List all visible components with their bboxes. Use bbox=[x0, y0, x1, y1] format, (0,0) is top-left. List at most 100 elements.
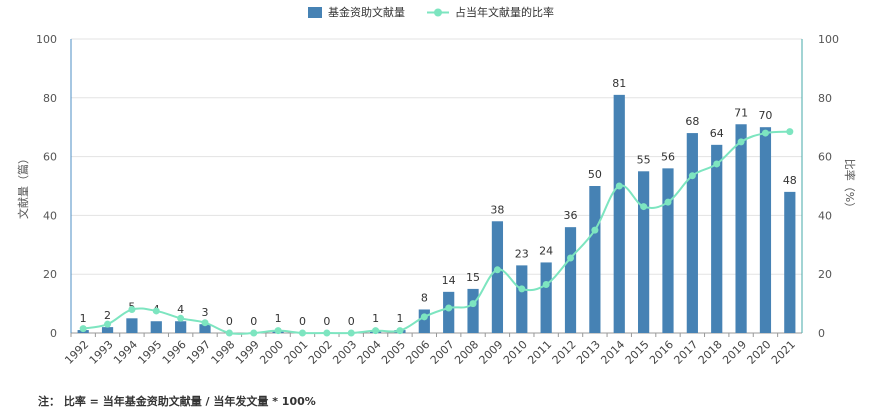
x-tick-label: 2016 bbox=[647, 338, 676, 367]
bar-value-label: 81 bbox=[612, 77, 626, 90]
bar-value-label: 0 bbox=[323, 315, 330, 328]
bar-value-label: 1 bbox=[80, 312, 87, 325]
y2-tick-label: 60 bbox=[818, 151, 832, 164]
bar-value-label: 1 bbox=[372, 312, 379, 325]
legend-line-label: 占当年文献量的比率 bbox=[455, 5, 554, 19]
x-tick-label: 1999 bbox=[233, 338, 262, 367]
bar-value-label: 68 bbox=[685, 115, 699, 128]
bar bbox=[199, 324, 211, 333]
x-tick-label: 2020 bbox=[745, 338, 774, 367]
bar bbox=[589, 186, 601, 333]
ratio-point bbox=[347, 329, 355, 337]
ratio-point bbox=[786, 128, 794, 136]
x-tick-label: 2002 bbox=[306, 338, 335, 367]
ratio-point bbox=[445, 304, 453, 312]
bar bbox=[175, 321, 187, 333]
x-tick-label: 1993 bbox=[87, 338, 116, 367]
bar-value-label: 1 bbox=[396, 312, 403, 325]
x-tick-label: 2013 bbox=[574, 338, 603, 367]
x-tick-label: 1998 bbox=[209, 338, 238, 367]
x-tick-label: 2021 bbox=[769, 338, 798, 367]
bar bbox=[686, 133, 698, 333]
ratio-point bbox=[542, 280, 550, 288]
x-tick-label: 2018 bbox=[696, 338, 725, 367]
y2-tick-label: 20 bbox=[818, 268, 832, 281]
y-tick-label: 80 bbox=[43, 92, 57, 105]
legend-bar-swatch bbox=[308, 7, 322, 18]
x-tick-label: 2019 bbox=[720, 338, 749, 367]
ratio-line bbox=[83, 130, 790, 335]
bar bbox=[516, 265, 528, 333]
y2-axis-title: 比率（%） bbox=[843, 159, 857, 213]
bar-value-label: 70 bbox=[758, 109, 772, 122]
legend-line-marker bbox=[434, 8, 442, 17]
bar-value-label: 56 bbox=[661, 150, 675, 163]
footnote: 注： 比率 = 当年基金资助文献量 / 当年发文量 * 100% bbox=[38, 395, 316, 408]
bar bbox=[540, 262, 552, 333]
x-tick-label: 2001 bbox=[282, 338, 311, 367]
bar bbox=[564, 227, 577, 333]
bar-value-label: 0 bbox=[348, 315, 355, 328]
bar-value-label: 0 bbox=[299, 315, 306, 328]
y2-tick-label: 100 bbox=[818, 33, 839, 46]
bar-value-label: 48 bbox=[783, 174, 797, 187]
bar bbox=[759, 127, 772, 333]
x-tick-label: 2003 bbox=[330, 338, 359, 367]
bar-value-label: 36 bbox=[564, 209, 578, 222]
x-tick-label: 2005 bbox=[379, 338, 408, 367]
ratio-point bbox=[761, 129, 769, 137]
y-axis-title: 文献量（篇） bbox=[16, 153, 30, 219]
bar-value-label: 24 bbox=[539, 244, 553, 257]
x-tick-label: 2014 bbox=[598, 338, 627, 367]
bar-value-label: 2 bbox=[104, 309, 111, 322]
bar bbox=[662, 168, 674, 333]
ratio-point bbox=[688, 172, 696, 180]
x-tick-label: 1996 bbox=[160, 338, 189, 367]
ratio-point bbox=[201, 319, 209, 327]
bar bbox=[101, 327, 114, 333]
ratio-point bbox=[372, 327, 380, 335]
ratio-point bbox=[493, 266, 501, 274]
y-tick-label: 20 bbox=[43, 268, 57, 281]
bar bbox=[613, 94, 625, 333]
x-tick-label: 2015 bbox=[623, 338, 652, 367]
bar-value-label: 1 bbox=[275, 312, 282, 325]
ratio-point bbox=[274, 327, 282, 335]
ratio-point bbox=[469, 300, 477, 308]
bar-value-label: 55 bbox=[637, 153, 651, 166]
y-tick-label: 100 bbox=[36, 33, 57, 46]
bar-value-label: 8 bbox=[421, 291, 428, 304]
bar-value-label: 4 bbox=[177, 303, 184, 316]
ratio-point bbox=[250, 329, 258, 337]
bar-value-label: 50 bbox=[588, 168, 602, 181]
y-tick-label: 40 bbox=[43, 209, 57, 222]
y2-tick-label: 0 bbox=[818, 327, 825, 340]
ratio-point bbox=[177, 314, 185, 322]
ratio-point bbox=[128, 305, 136, 313]
bar bbox=[443, 291, 455, 333]
bar bbox=[150, 321, 162, 333]
x-tick-label: 1994 bbox=[111, 338, 140, 367]
x-tick-label: 2000 bbox=[257, 338, 286, 367]
ratio-point bbox=[664, 198, 672, 206]
bar bbox=[491, 221, 504, 333]
bar bbox=[126, 318, 138, 333]
ratio-point bbox=[615, 182, 623, 190]
ratio-point bbox=[152, 307, 160, 315]
bar bbox=[784, 191, 796, 333]
x-tick-label: 2009 bbox=[477, 338, 506, 367]
x-tick-label: 2012 bbox=[550, 338, 579, 367]
x-tick-label: 2007 bbox=[428, 338, 457, 367]
y2-tick-label: 40 bbox=[818, 209, 832, 222]
ratio-point bbox=[420, 313, 428, 321]
ratio-point bbox=[104, 320, 112, 328]
y-tick-label: 60 bbox=[43, 151, 57, 164]
bar bbox=[735, 124, 747, 333]
y-tick-label: 0 bbox=[50, 327, 57, 340]
ratio-point bbox=[225, 329, 233, 337]
ratio-point bbox=[640, 203, 648, 211]
ratio-point bbox=[591, 226, 599, 234]
x-tick-label: 2010 bbox=[501, 338, 530, 367]
ratio-point bbox=[396, 327, 404, 335]
